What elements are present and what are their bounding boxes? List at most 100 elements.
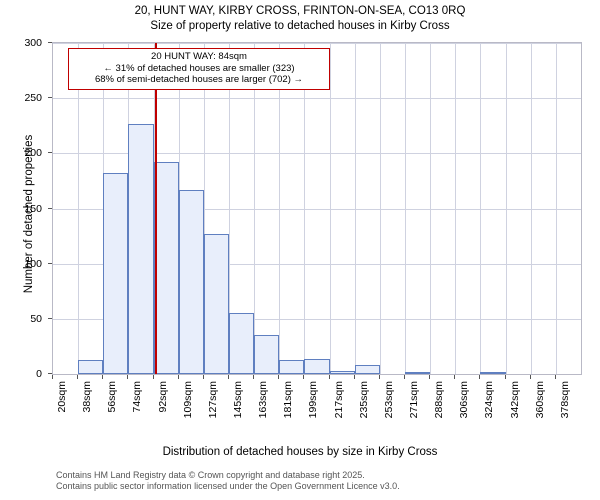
y-tick-mark [48, 262, 52, 264]
x-tick-mark [102, 375, 104, 379]
footer-line-2: Contains public sector information licen… [56, 481, 400, 491]
x-tick-label: 378sqm [558, 381, 571, 419]
bar [279, 359, 305, 374]
gridline-vertical [78, 43, 80, 374]
gridline-vertical [430, 43, 432, 374]
annotation-box: 20 HUNT WAY: 84sqm ← 31% of detached hou… [68, 48, 330, 90]
bar [304, 358, 330, 374]
x-tick-mark [278, 375, 280, 379]
gridline-vertical [379, 43, 381, 374]
gridline-vertical [480, 43, 482, 374]
gridline-vertical [304, 43, 306, 374]
bar [254, 335, 280, 374]
x-tick-label: 56sqm [106, 381, 119, 413]
x-tick-mark [454, 375, 456, 379]
bar [480, 372, 506, 374]
footer-line-1: Contains HM Land Registry data © Crown c… [56, 470, 365, 480]
marker-layer [53, 43, 581, 374]
annotation-line-1: 20 HUNT WAY: 84sqm [151, 51, 247, 62]
bars-layer [53, 43, 581, 374]
bar [178, 189, 204, 374]
x-tick-label: 38sqm [81, 381, 94, 413]
gridline-vertical [279, 43, 281, 374]
x-tick-label: 288sqm [433, 381, 446, 419]
y-tick-label: 300 [24, 37, 42, 49]
gridline-horizontal [53, 98, 581, 100]
y-tick-mark [48, 317, 52, 319]
bar [229, 313, 255, 374]
y-tick-mark [48, 373, 52, 374]
gridline-horizontal [53, 208, 581, 210]
y-axis-labels: 0 50 100 150 200 250 300 [0, 37, 48, 380]
x-tick-label: 74sqm [131, 381, 144, 413]
x-tick-label: 324sqm [483, 381, 496, 419]
gridline-vertical [354, 43, 356, 374]
x-axis-title: Distribution of detached houses by size … [162, 446, 438, 458]
x-tick-label: 199sqm [307, 381, 320, 419]
bar [354, 365, 380, 374]
x-axis-labels: 20sqm 38sqm 56sqm 74sqm 92sqm 109sqm 127sqm 145… [52, 378, 582, 428]
gridline-vertical [555, 43, 557, 374]
x-tick-label: 92sqm [156, 381, 169, 413]
gridline-horizontal [53, 263, 581, 265]
x-tick-mark [127, 375, 129, 379]
gridline-vertical [530, 43, 532, 374]
x-tick-label: 360sqm [533, 381, 546, 419]
x-tick-label: 181sqm [282, 381, 295, 419]
bar [153, 162, 179, 374]
x-tick-label: 342sqm [508, 381, 521, 419]
footer-attribution: Contains HM Land Registry data © Crown c… [56, 470, 400, 492]
x-tick-mark [479, 375, 481, 379]
gridline-horizontal [53, 153, 581, 155]
y-tick-label: 150 [24, 202, 42, 215]
x-tick-mark [529, 375, 531, 379]
x-tick-mark [378, 375, 380, 379]
gridline-vertical [405, 43, 406, 374]
x-tick-mark [353, 375, 355, 379]
x-tick-mark [152, 375, 154, 379]
gridline-horizontal [53, 318, 581, 320]
y-tick-label: 200 [24, 147, 42, 160]
bar [203, 233, 229, 374]
x-tick-label: 217sqm [332, 381, 345, 419]
x-tick-mark [177, 375, 179, 379]
x-tick-mark [429, 375, 431, 379]
x-tick-mark [228, 375, 229, 379]
x-tick-mark [77, 375, 79, 379]
x-tick-mark [253, 375, 255, 379]
bar [103, 173, 129, 374]
x-tick-label: 20sqm [56, 381, 68, 413]
x-tick-label: 145sqm [232, 381, 244, 419]
x-tick-label: 127sqm [206, 381, 219, 419]
x-tick-label: 109sqm [181, 381, 194, 419]
x-tick-mark [554, 375, 556, 379]
bar [329, 370, 355, 374]
y-tick-mark [48, 42, 52, 43]
gridline-vertical [329, 43, 331, 374]
y-tick-mark [48, 207, 52, 209]
gridline-vertical [505, 43, 507, 374]
plot-area [52, 42, 582, 375]
gridline-vertical [203, 43, 205, 374]
x-tick-mark [202, 375, 204, 379]
y-tick-mark [48, 152, 52, 154]
x-tick-label: 253sqm [382, 381, 395, 419]
x-tick-mark [328, 375, 330, 379]
x-tick-label: 163sqm [257, 381, 270, 419]
subtitle-line: Size of property relative to detached ho… [150, 20, 450, 32]
x-tick-mark [504, 375, 506, 379]
bar [128, 123, 154, 374]
annotation-line-3: 68% of semi-detached houses are larger (… [94, 74, 304, 85]
y-tick-label: 0 [36, 368, 42, 380]
chart-title: 20, HUNT WAY, KIRBY CROSS, FRINTON-ON-SE… [0, 4, 600, 34]
y-tick-label: 50 [30, 312, 42, 325]
y-tick-label: 250 [24, 92, 42, 105]
y-tick-mark [48, 97, 52, 99]
property-marker-line [155, 43, 158, 374]
bar [78, 359, 104, 374]
gridline-vertical [229, 43, 230, 374]
y-tick-label: 100 [24, 257, 42, 270]
gridline-vertical [455, 43, 457, 374]
x-tick-label: 271sqm [408, 381, 420, 419]
